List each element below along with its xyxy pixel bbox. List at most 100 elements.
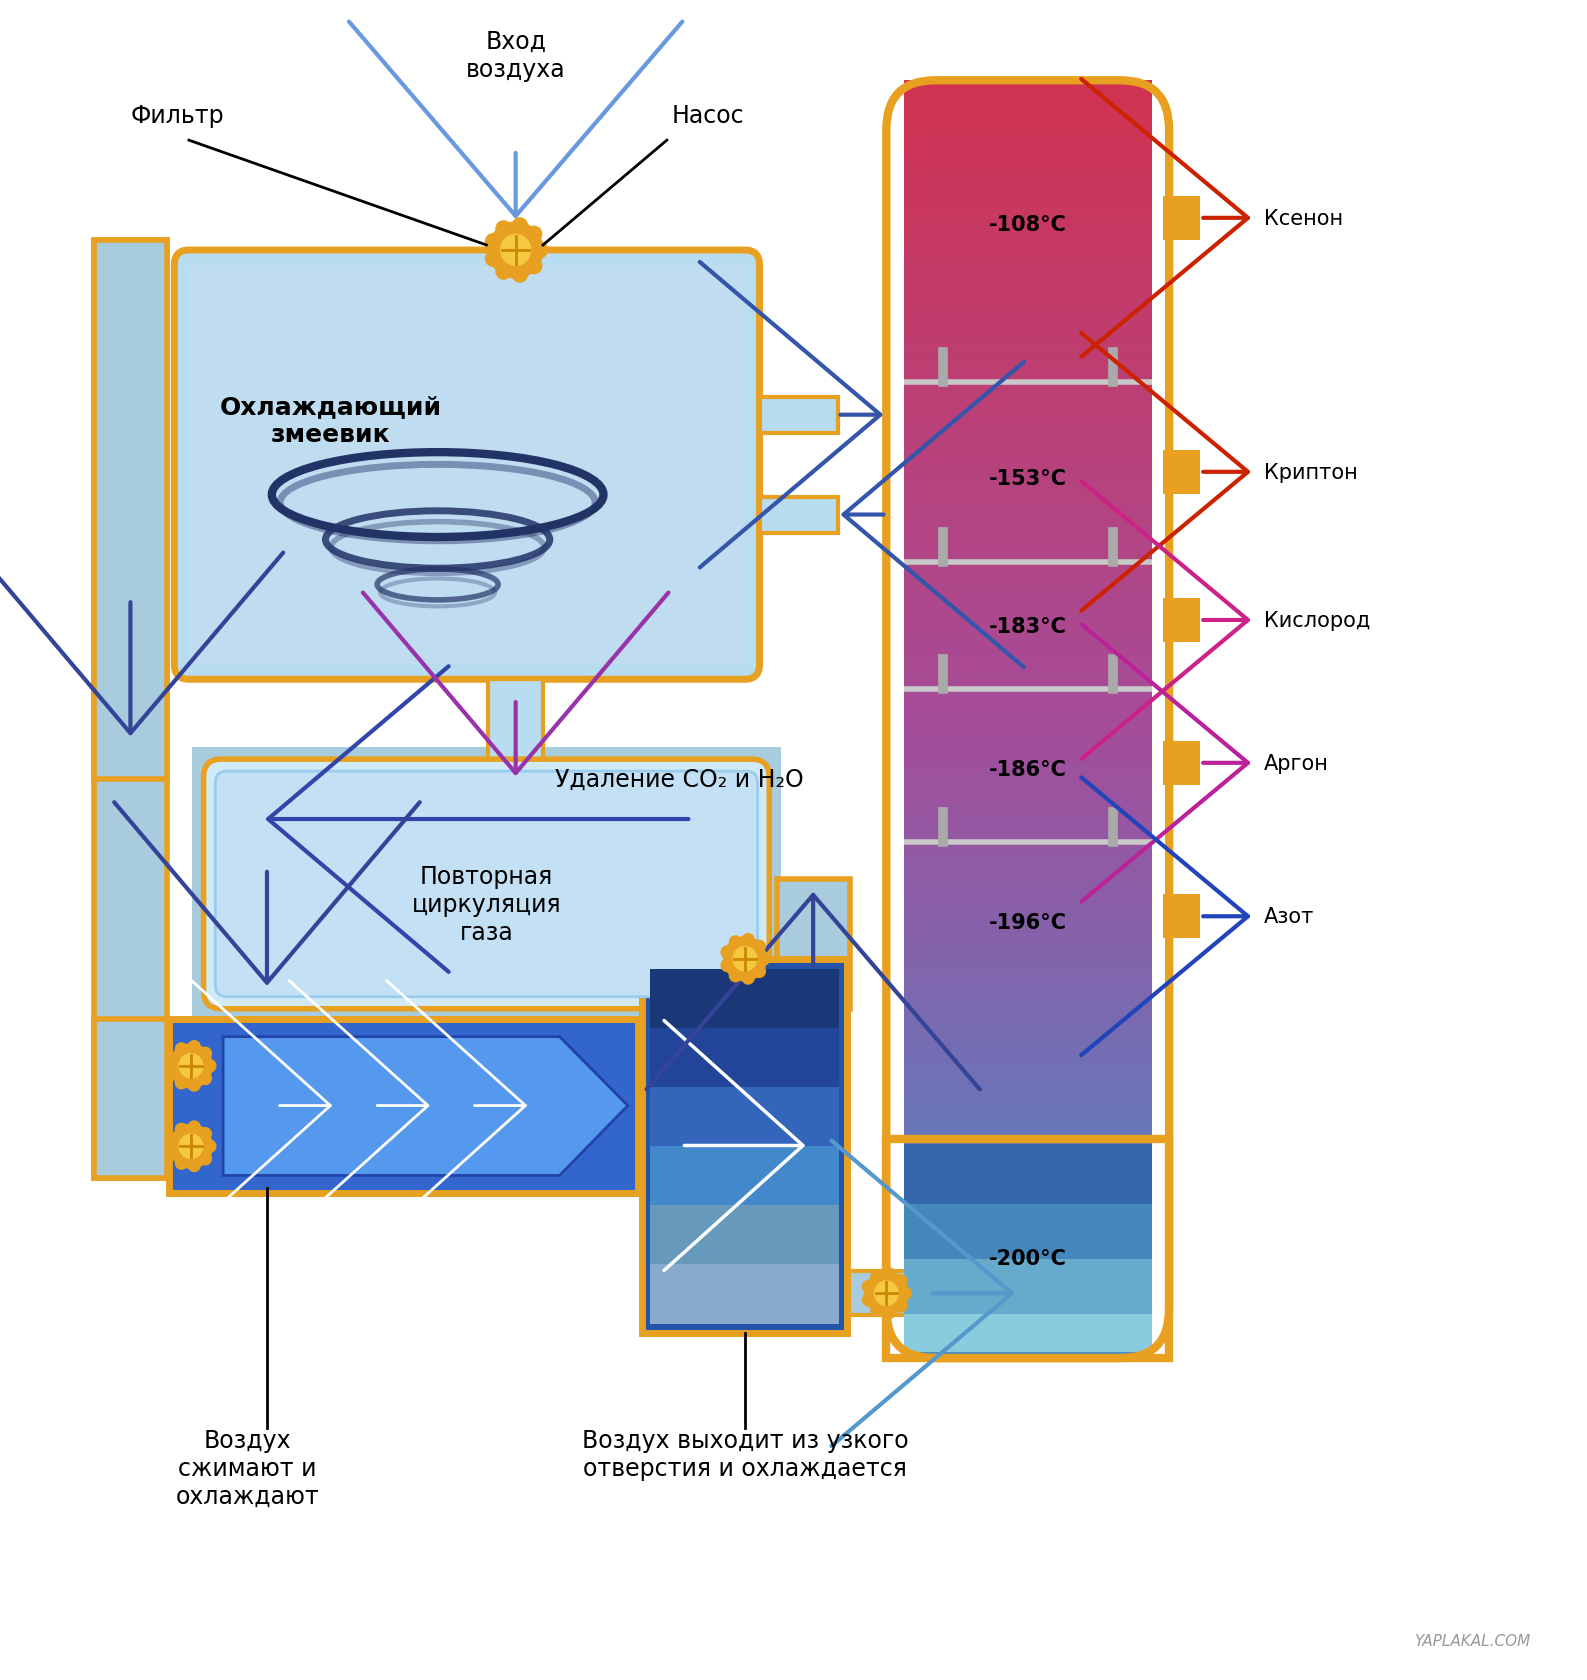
Circle shape [179,1053,203,1079]
Bar [651,1087,840,1147]
Circle shape [167,1053,179,1065]
Text: YAPLAKAL.COM: YAPLAKAL.COM [1414,1633,1530,1648]
Circle shape [863,1280,874,1294]
Circle shape [200,1072,211,1085]
Circle shape [527,227,541,244]
Circle shape [167,1134,179,1146]
Text: Вход
воздуха: Вход воздуха [467,30,565,82]
Circle shape [167,1147,179,1159]
Circle shape [200,1048,211,1060]
Bar [643,959,847,1334]
Bar [1163,598,1200,642]
Circle shape [497,264,511,281]
Circle shape [189,1042,200,1053]
Text: Аргон: Аргон [1263,753,1328,773]
FancyBboxPatch shape [175,250,760,680]
Circle shape [189,1079,200,1092]
Bar [886,1139,1170,1359]
Bar [905,1144,1152,1352]
Circle shape [730,969,741,983]
Circle shape [757,953,770,966]
Circle shape [754,941,765,953]
Circle shape [720,946,733,959]
Text: Воздух выходит из узкого
отверстия и охлаждается: Воздух выходит из узкого отверстия и охл… [581,1428,908,1480]
Text: Воздух
сжимают и
охлаждают: Воздух сжимают и охлаждают [176,1428,319,1507]
Circle shape [884,1307,895,1319]
Text: Ксенон: Ксенон [1263,208,1343,228]
Circle shape [743,934,754,946]
Circle shape [189,1121,200,1134]
Text: Насос: Насос [671,104,744,128]
Bar [192,748,781,1021]
Text: -153°C: -153°C [989,469,1066,489]
Circle shape [527,259,541,274]
Circle shape [895,1275,906,1287]
Circle shape [895,1300,906,1312]
Text: Криптон: Криптон [1263,462,1357,482]
Text: Кислород: Кислород [1263,610,1370,630]
Circle shape [730,936,741,949]
Text: Азот: Азот [1263,907,1314,927]
Circle shape [513,267,527,282]
Circle shape [497,222,511,237]
Polygon shape [224,1037,628,1176]
Bar [189,265,744,665]
Circle shape [489,223,543,279]
Bar [651,969,840,1030]
Circle shape [733,948,757,971]
Circle shape [200,1152,211,1166]
Circle shape [170,1124,213,1169]
Circle shape [179,1134,203,1159]
Circle shape [865,1272,908,1315]
Text: -196°C: -196°C [989,912,1066,932]
Bar [651,1028,840,1089]
Bar [94,240,168,1179]
Circle shape [871,1304,882,1317]
Bar [760,497,838,533]
Bar [1163,741,1200,785]
Bar [94,240,168,780]
Text: -108°C: -108°C [989,215,1066,235]
Circle shape [720,959,733,973]
Circle shape [743,973,754,984]
Bar [905,1260,1152,1314]
Bar [905,1144,1152,1205]
FancyBboxPatch shape [216,771,757,998]
Bar [760,398,838,433]
Circle shape [874,1282,898,1305]
Bar [170,1020,638,1194]
Bar [94,1020,168,1179]
Bar [1163,197,1200,240]
Bar [778,879,851,1010]
Bar [651,1265,840,1324]
Circle shape [754,966,765,978]
Text: -200°C: -200°C [989,1248,1066,1268]
Bar [843,1272,1052,1315]
Bar [1163,895,1200,939]
Bar [905,1314,1152,1352]
Text: Охлаждающий
змеевик: Охлаждающий змеевик [219,395,441,447]
Text: Удаление CO₂ и H₂O: Удаление CO₂ и H₂O [555,768,803,791]
Circle shape [176,1043,187,1055]
Bar [905,1205,1152,1260]
Circle shape [486,235,501,250]
Circle shape [513,218,527,235]
Circle shape [486,252,501,267]
Circle shape [724,937,767,981]
Bar [633,1084,647,1127]
Text: Повторная
циркуляция
газа: Повторная циркуляция газа [411,865,562,944]
Text: Фильтр: Фильтр [130,104,224,128]
Circle shape [863,1294,874,1307]
Text: -186°C: -186°C [989,759,1066,780]
Circle shape [170,1045,213,1089]
Bar [651,1205,840,1265]
Circle shape [203,1141,216,1152]
Bar [489,680,543,769]
FancyBboxPatch shape [203,759,770,1010]
Circle shape [167,1067,179,1079]
Circle shape [532,244,548,259]
Circle shape [176,1124,187,1136]
Circle shape [203,1060,216,1072]
Bar [1163,450,1200,494]
Circle shape [871,1270,882,1284]
